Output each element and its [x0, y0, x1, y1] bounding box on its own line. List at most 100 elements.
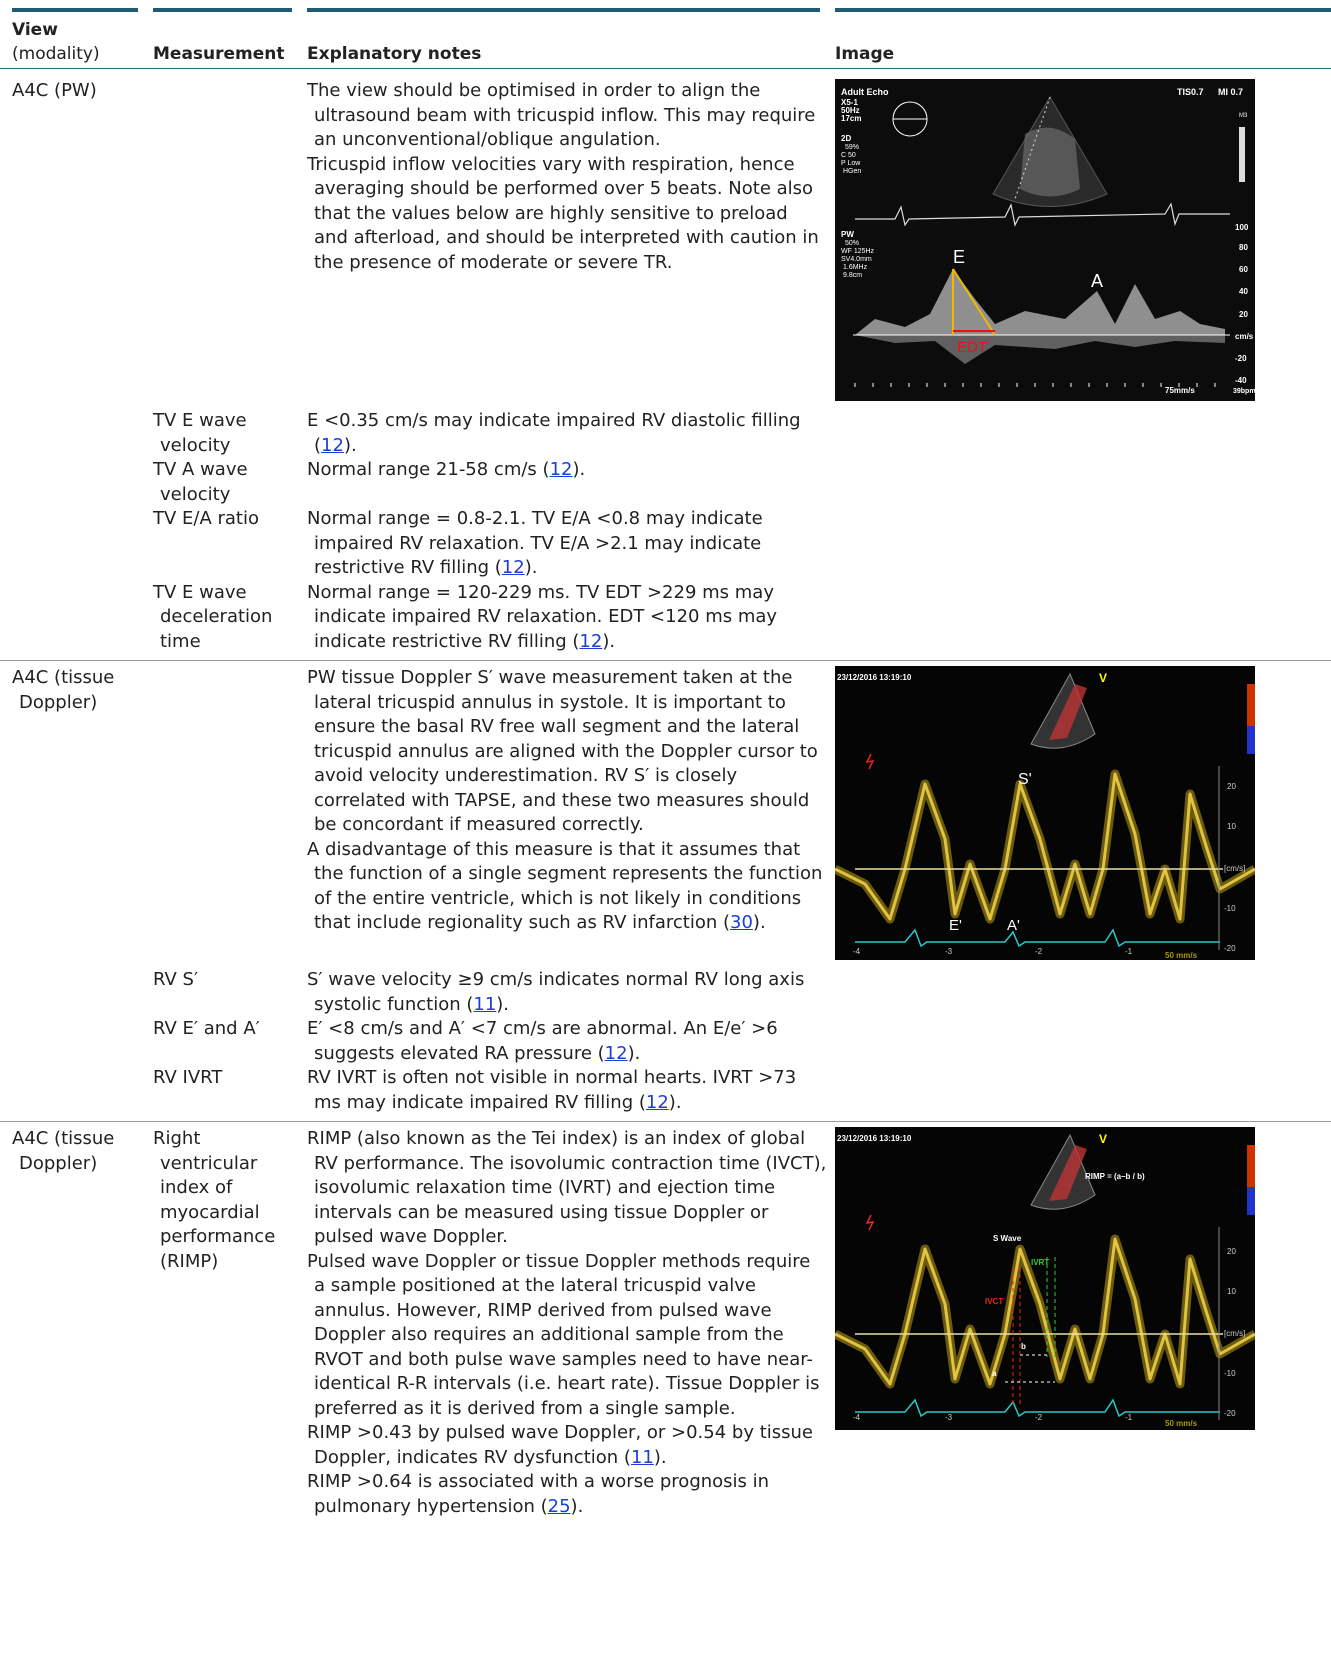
ecg-trace	[855, 1398, 1220, 1418]
image-label: V	[1099, 1132, 1107, 1146]
measurement-cell: TV E/A ratio	[153, 508, 260, 529]
image-label: -10	[1224, 1369, 1236, 1378]
note-text: ).	[653, 1446, 667, 1468]
image-label: 10	[1227, 1287, 1236, 1296]
note-paragraph: PW tissue Doppler S′ wave measurement ta…	[307, 666, 827, 838]
image-label: -20	[1224, 944, 1236, 953]
header-view-sub: (modality)	[12, 44, 100, 64]
image-label: E'	[949, 917, 962, 934]
note-text: PW tissue Doppler S′ wave measurement ta…	[307, 667, 818, 835]
image-label: 9.8cm	[843, 272, 862, 279]
note-paragraph: S′ wave velocity ≥9 cm/s indicates norma…	[307, 968, 827, 1017]
notes-cell: E′ <8 cm/s and A′ <7 cm/s are abnormal. …	[307, 1017, 835, 1066]
image-label: WF 125Hz	[841, 248, 875, 255]
header-bar	[153, 8, 292, 12]
spectral-lower	[855, 335, 1225, 364]
note-text: Normal range = 0.8-2.1. TV E/A <0.8 may …	[307, 508, 763, 578]
doppler-envelope	[835, 772, 1255, 921]
image-label: 23/12/2016 13:19:10	[837, 673, 912, 682]
image-label: a	[992, 1369, 997, 1378]
image-label: P Low	[841, 160, 861, 167]
header-bar	[307, 8, 820, 12]
image-label: 17cm	[841, 114, 861, 123]
note-paragraph: RIMP (also known as the Tei index) is an…	[307, 1127, 827, 1250]
image-label: A'	[1007, 917, 1020, 934]
image-label: -10	[1224, 904, 1236, 913]
image-label: C 50	[841, 152, 856, 159]
note-text: E <0.35 cm/s may indicate impaired RV di…	[307, 410, 801, 456]
note-paragraph: RIMP >0.43 by pulsed wave Doppler, or >0…	[307, 1421, 827, 1470]
image-label: M3	[1239, 113, 1248, 119]
view-cell: A4C (tissue Doppler)	[12, 667, 115, 713]
color-bar-blue	[1247, 726, 1255, 754]
measurement-cell: TV E wave deceleration time	[153, 581, 273, 652]
note-paragraph: Pulsed wave Doppler or tissue Doppler me…	[307, 1250, 827, 1422]
note-paragraph: Tricuspid inflow velocities vary with re…	[307, 153, 827, 276]
image-cell: 23/12/2016 13:19:10 V RIMP = (a–b / b) S Wa…	[835, 1127, 1331, 1519]
measurement-cell: Right ventricular index of myocardial pe…	[153, 1128, 276, 1272]
color-bar-blue	[1247, 1187, 1255, 1215]
image-label: -2	[1035, 947, 1043, 956]
citation-link[interactable]: 12	[604, 1042, 628, 1064]
note-text: ).	[602, 630, 616, 652]
citation-link[interactable]: 11	[473, 993, 497, 1015]
image-label: [cm/s]	[1224, 1329, 1245, 1338]
note-text: RIMP >0.43 by pulsed wave Doppler, or >0…	[307, 1422, 813, 1468]
color-sector	[1049, 684, 1087, 740]
heart-view	[1020, 127, 1080, 197]
note-text: The view should be optimised in order to…	[307, 80, 816, 150]
echo-image: 23/12/2016 13:19:10 V RIMP = (a–b / b) S Wa…	[835, 1127, 1255, 1430]
citation-link[interactable]: 12	[549, 459, 573, 480]
image-label: 50%	[845, 240, 859, 247]
measurement-cell: RV E′ and A′	[153, 1018, 260, 1039]
citation-link[interactable]: 30	[730, 912, 753, 933]
note-text: Tricuspid inflow velocities vary with re…	[307, 153, 819, 273]
view-cell: A4C (tissue Doppler)	[12, 1128, 115, 1174]
citation-link[interactable]: 12	[645, 1091, 669, 1113]
note-text: ).	[496, 993, 510, 1015]
measurement-cell: RV IVRT	[153, 1067, 223, 1088]
citation-link[interactable]: 12	[501, 557, 525, 578]
note-paragraph: A disadvantage of this measure is that i…	[307, 838, 827, 936]
note-text: RIMP >0.64 is associated with a worse pr…	[307, 1471, 770, 1517]
note-text: A disadvantage of this measure is that i…	[307, 838, 823, 934]
note-paragraph: RIMP >0.64 is associated with a worse pr…	[307, 1470, 827, 1519]
header-bar	[835, 8, 1331, 12]
grey-scale-bar	[1239, 127, 1245, 182]
color-bar	[1247, 684, 1255, 754]
image-label: Adult Echo	[841, 87, 889, 97]
citation-link[interactable]: 12	[579, 630, 603, 652]
notes-cell: RV IVRT is often not visible in normal h…	[307, 1066, 835, 1115]
image-label: MI 0.7	[1218, 87, 1243, 97]
header-measurement: Measurement	[153, 44, 285, 64]
citation-link[interactable]: 12	[321, 434, 344, 456]
image-label: -4	[853, 947, 861, 956]
image-label: -1	[1125, 947, 1133, 956]
note-text: ).	[627, 1042, 641, 1064]
image-label: 20	[1227, 782, 1236, 791]
note-text: ).	[343, 434, 357, 456]
notes-cell: S′ wave velocity ≥9 cm/s indicates norma…	[307, 968, 835, 1017]
table-section: A4C (tissue Doppler) 23/12/2016 13:19:10 V…	[0, 661, 1331, 1122]
image-label: 59%	[845, 144, 859, 151]
image-label: PW	[841, 230, 854, 239]
notes-cell: RIMP (also known as the Tei index) is an…	[307, 1127, 835, 1519]
citation-link[interactable]: 11	[630, 1446, 654, 1468]
image-label: [cm/s]	[1224, 864, 1245, 873]
image-label: 60	[1239, 265, 1248, 274]
note-text: ).	[570, 1495, 584, 1517]
image-label: IVCT	[985, 1297, 1003, 1306]
header-image: Image	[835, 44, 895, 64]
ecg-trace	[855, 928, 1220, 948]
note-text: Normal range = 120-229 ms. TV EDT >229 m…	[307, 581, 778, 652]
image-label: TIS0.7	[1177, 87, 1204, 97]
image-label: -20	[1224, 1409, 1236, 1418]
note-text: Pulsed wave Doppler or tissue Doppler me…	[307, 1250, 820, 1419]
image-label: RIMP = (a–b / b)	[1085, 1172, 1145, 1181]
doppler-envelope	[835, 1237, 1255, 1386]
citation-link[interactable]: 25	[547, 1495, 571, 1517]
view-cell: A4C (PW)	[12, 80, 97, 101]
notes-cell: PW tissue Doppler S′ wave measurement ta…	[307, 666, 835, 968]
